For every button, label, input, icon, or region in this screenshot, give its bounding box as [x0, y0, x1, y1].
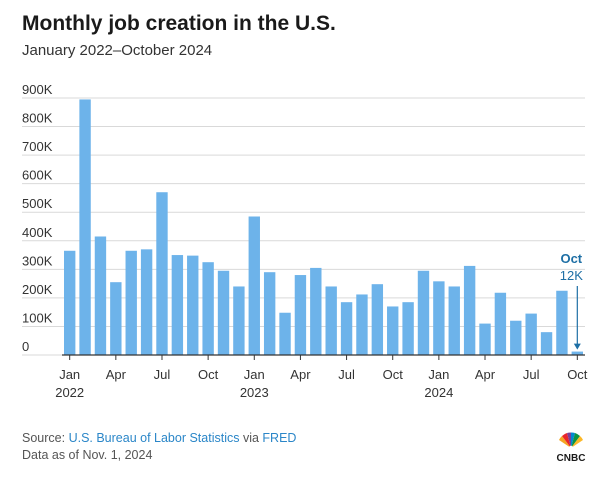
bar	[556, 290, 568, 355]
bar	[110, 282, 122, 355]
y-tick-label: 100K	[22, 310, 53, 325]
source-prefix: Source:	[22, 431, 69, 445]
year-label: 2022	[55, 385, 84, 400]
bar	[417, 270, 430, 355]
bar	[171, 255, 184, 355]
x-tick-label: Apr	[475, 367, 496, 382]
x-tick-label: Jul	[338, 367, 355, 382]
chart-subtitle: January 2022–October 2024	[22, 42, 213, 59]
bar-chart: 0 100K 200K 300K 400K 500K 600K 700K 800K 900K Jan…	[22, 82, 588, 400]
bar	[340, 302, 353, 355]
source-db-link[interactable]: FRED	[262, 431, 297, 445]
bar	[387, 306, 399, 355]
bar	[294, 275, 307, 355]
y-tick-label: 200K	[22, 282, 53, 297]
cnbc-logo: CNBC	[557, 432, 586, 464]
x-tick-label: Oct	[383, 367, 404, 382]
bar	[217, 270, 230, 355]
bar	[79, 99, 91, 355]
logo-text: CNBC	[557, 453, 586, 464]
bar	[187, 255, 199, 355]
annotation-arrowhead	[573, 343, 581, 350]
bar	[263, 272, 276, 355]
bar	[63, 250, 76, 355]
y-tick-label: 500K	[22, 196, 53, 211]
bar	[510, 320, 522, 355]
x-tick-label: Jan	[244, 367, 265, 382]
y-tick-label: 400K	[22, 225, 53, 240]
y-tick-label: 800K	[22, 111, 53, 126]
y-tick-label: 700K	[22, 139, 53, 154]
bar	[356, 294, 368, 355]
bar	[140, 249, 153, 355]
bar	[233, 286, 245, 355]
bar	[448, 286, 460, 355]
source-line: Source: U.S. Bureau of Labor Statistics …	[22, 430, 296, 447]
bar	[402, 302, 414, 355]
annotation-value: 12K	[560, 268, 583, 283]
data-as-of: Data as of Nov. 1, 2024	[22, 448, 153, 462]
x-tick-label: Jul	[154, 367, 171, 382]
chart-footer: Source: U.S. Bureau of Labor Statistics …	[22, 430, 296, 464]
x-tick-label: Jan	[59, 367, 80, 382]
x-tick-label: Apr	[106, 367, 127, 382]
bar	[571, 351, 584, 355]
source-via: via	[239, 431, 263, 445]
y-tick-label: 600K	[22, 168, 53, 183]
bar	[248, 216, 260, 355]
y-tick-label: 0	[22, 339, 29, 354]
x-tick-label: Apr	[290, 367, 311, 382]
source-org-link[interactable]: U.S. Bureau of Labor Statistics	[68, 431, 240, 445]
year-label: 2023	[240, 385, 269, 400]
x-tick-label: Jul	[523, 367, 540, 382]
y-tick-label: 900K	[22, 82, 53, 97]
bar	[94, 236, 107, 355]
bar	[463, 265, 476, 355]
x-tick-label: Oct	[198, 367, 219, 382]
bar	[125, 250, 137, 355]
peacock-icon	[559, 432, 583, 451]
bar	[479, 323, 491, 355]
x-tick-label: Jan	[428, 367, 449, 382]
y-tick-label: 300K	[22, 253, 53, 268]
bar	[202, 262, 214, 355]
bar	[279, 312, 291, 355]
chart-title: Monthly job creation in the U.S.	[22, 12, 336, 35]
bar	[540, 332, 553, 355]
bar	[494, 292, 507, 355]
bar	[325, 286, 337, 355]
year-label: 2024	[424, 385, 453, 400]
bar	[310, 267, 322, 355]
bar	[433, 281, 445, 355]
bar	[525, 313, 537, 355]
bar	[371, 284, 384, 355]
x-tick-label: Oct	[567, 367, 588, 382]
bar	[156, 192, 168, 355]
annotation-month: Oct	[560, 251, 582, 266]
